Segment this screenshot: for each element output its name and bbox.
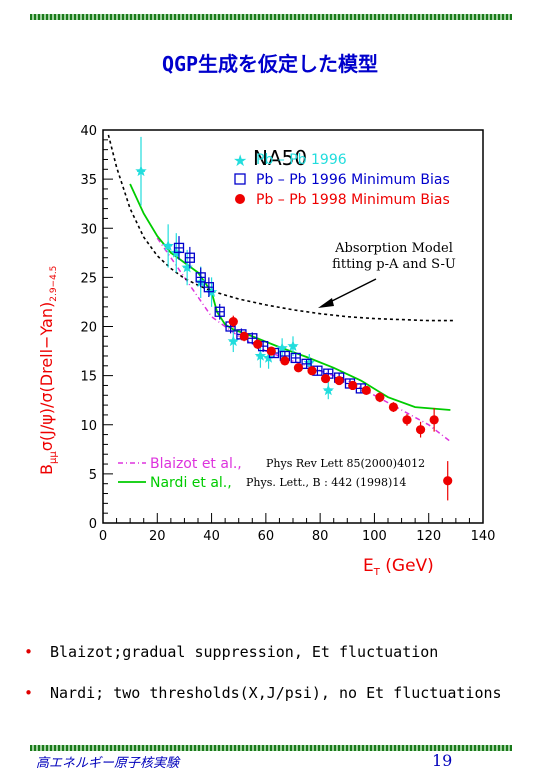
pb1998-minbias-circle-point: [443, 476, 453, 486]
bullet-text-nardi: Nardi; two thresholds(X,J/psi), no Et fl…: [50, 684, 502, 702]
pb1996-minbias-square-point: [184, 252, 196, 263]
pb1996-star-point: [227, 335, 239, 347]
legend-star-marker: ★: [233, 151, 247, 170]
footer-course-title: 高エネルギー原子核実験: [36, 756, 180, 771]
y-tick-label: 0: [89, 517, 97, 532]
pb1998-minbias-circle-point: [266, 346, 276, 356]
pb1996-star-point: [162, 239, 174, 251]
x-tick-label: 0: [99, 529, 107, 544]
y-tick-label: 10: [80, 419, 97, 434]
y-tick-label: 20: [80, 321, 97, 336]
blaizot-legend-ref: Phys Rev Lett 85(2000)4012: [266, 457, 425, 470]
legend-label-pb1996-minbias: Pb – Pb 1996 Minimum Bias: [256, 172, 450, 188]
x-tick-label: 40: [203, 529, 220, 544]
bottom-rule: [30, 745, 512, 751]
panel-label-na50: NA50: [253, 146, 307, 170]
pb1996-minbias-square-point: [290, 352, 301, 364]
pb1998-minbias-circle-point: [253, 339, 263, 349]
pb1996-star-point: [181, 261, 193, 273]
legend-circle-marker: [235, 194, 245, 204]
y-tick-label: 15: [80, 370, 97, 385]
legend: ★ Pb – Pb 1996 Pb – Pb 1996 Minimum Bias…: [233, 151, 450, 208]
annotation-arrowhead: [318, 298, 334, 308]
x-tick-label: 60: [258, 529, 275, 544]
pb1996-star-point: [262, 351, 275, 363]
x-axis-label: ET (GeV): [363, 556, 434, 578]
y-axis-label: Bμμσ(J/ψ)/σ(Drell−Yan)2.9−4.5: [37, 266, 59, 475]
axis-ticks: 0 20 40 60 80 100 120 140 0 5 10 15 20 25 30 35 40: [80, 124, 495, 544]
pb1998-minbias-circle-point: [320, 373, 331, 384]
pb1998-minbias-circle-point: [429, 415, 439, 425]
pb1996-star-point: [276, 342, 288, 353]
pb1998-minbias-circle-point: [348, 380, 358, 391]
bullet-text-blaizot: Blaizot;gradual suppression, Et fluctuat…: [50, 643, 439, 661]
pb1998-minbias-circle-point: [293, 363, 304, 373]
pb1998-minbias-circle-point: [334, 375, 344, 386]
blaizot-legend-name: Blaizot et al.,: [150, 456, 242, 472]
bullet-item-nardi: • Nardi; two thresholds(X,J/psi), no Et f…: [24, 684, 502, 702]
absorption-annotation: Absorption Model fitting p-A and S-U: [318, 241, 456, 308]
pb1996-star-point: [287, 340, 299, 351]
y-tick-label: 30: [80, 222, 97, 237]
bullet-dot: •: [24, 643, 34, 661]
pb1998-minbias-circle-point: [415, 425, 426, 435]
pb1996-minbias-square-point: [214, 306, 225, 317]
x-tick-label: 120: [416, 529, 441, 544]
nardi-curve: [129, 183, 451, 411]
bullet-item-blaizot: • Blaizot;gradual suppression, Et fluctua…: [24, 643, 438, 661]
pb1996-minbias-square-point: [195, 272, 206, 283]
pb1996-star-point: [135, 165, 147, 177]
bullet-dot: •: [24, 684, 34, 702]
pb1998-minbias-circle-point: [388, 402, 399, 412]
legend-label-pb1996: Pb – Pb 1996: [256, 152, 347, 168]
annotation-line-1: Absorption Model: [334, 241, 453, 256]
x-tick-label: 20: [149, 529, 166, 544]
pb1998-minbias-circle-point: [361, 385, 371, 395]
footer-page-number: 19: [432, 751, 453, 770]
pb1998-minbias-circle-point: [402, 415, 412, 425]
y-tick-label: 40: [80, 124, 97, 139]
legend-label-pb1998-minbias: Pb – Pb 1998 Minimum Bias: [256, 192, 450, 208]
x-tick-label: 140: [471, 529, 496, 544]
pb1998-minbias-circle-point: [375, 392, 385, 402]
x-tick-label: 80: [312, 529, 329, 544]
nardi-legend-ref: Phys. Lett., B : 442 (1998)14: [246, 476, 406, 489]
annotation-line-2: fitting p-A and S-U: [332, 257, 456, 272]
pb1996-star-point: [322, 384, 334, 396]
pb1996-star-point: [303, 356, 315, 368]
y-tick-label: 5: [89, 468, 97, 483]
pb1998-minbias-circle-point: [280, 356, 290, 366]
slide-title: QGP生成を仮定した模型: [161, 52, 379, 76]
y-tick-label: 25: [80, 271, 97, 286]
pb1998-minbias-circle-point: [307, 366, 317, 376]
pb1998-minbias-circle-point: [239, 331, 249, 341]
pb1996-star-point: [254, 350, 267, 361]
pb1996-minbias-square-point: [301, 358, 312, 369]
nardi-legend-name: Nardi et al.,: [150, 475, 232, 491]
y-tick-label: 35: [80, 173, 97, 188]
model-legend: Blaizot et al., Phys Rev Lett 85(2000)40…: [118, 456, 425, 491]
data-points: [135, 136, 453, 501]
x-tick-label: 100: [362, 529, 387, 544]
pb1998-minbias-circle-point: [228, 316, 238, 327]
legend-square-marker: [234, 173, 246, 185]
pb1996-minbias-square-point: [173, 242, 185, 254]
pb1996-minbias-square-point: [203, 282, 215, 293]
absorption-model-curve: [107, 134, 456, 322]
top-rule: [30, 14, 512, 20]
